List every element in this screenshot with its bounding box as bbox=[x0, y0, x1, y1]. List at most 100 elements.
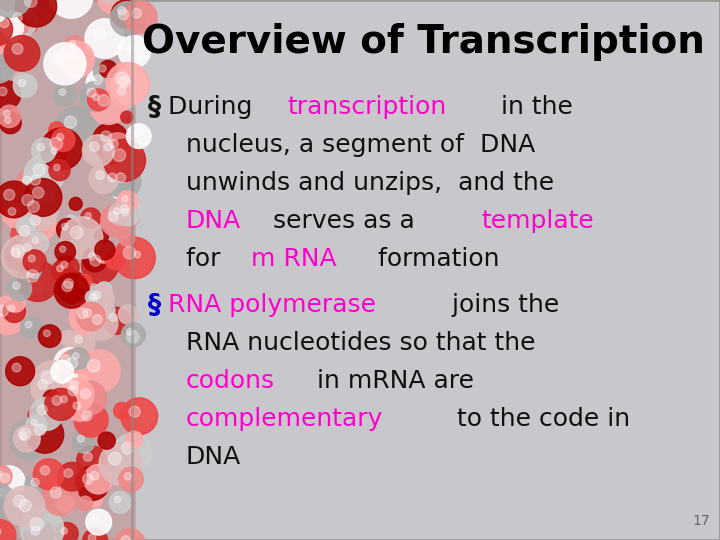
Circle shape bbox=[56, 272, 89, 303]
Circle shape bbox=[105, 249, 125, 269]
Circle shape bbox=[20, 316, 42, 338]
Circle shape bbox=[86, 285, 114, 313]
Circle shape bbox=[125, 43, 135, 52]
Circle shape bbox=[0, 11, 24, 42]
Circle shape bbox=[113, 434, 152, 472]
Circle shape bbox=[31, 361, 75, 404]
Circle shape bbox=[28, 407, 44, 423]
Circle shape bbox=[55, 390, 78, 414]
Circle shape bbox=[17, 217, 35, 236]
Text: DNA: DNA bbox=[186, 444, 241, 469]
Circle shape bbox=[37, 144, 45, 151]
Circle shape bbox=[85, 307, 118, 340]
Circle shape bbox=[116, 173, 125, 183]
Circle shape bbox=[103, 307, 130, 334]
Circle shape bbox=[55, 256, 79, 280]
Circle shape bbox=[69, 40, 76, 47]
Circle shape bbox=[26, 415, 47, 435]
Text: RNA nucleotides so that the: RNA nucleotides so that the bbox=[186, 330, 536, 355]
Circle shape bbox=[6, 293, 25, 312]
Circle shape bbox=[123, 247, 135, 259]
Circle shape bbox=[0, 526, 1, 536]
Circle shape bbox=[43, 330, 50, 336]
Circle shape bbox=[73, 381, 107, 415]
Circle shape bbox=[114, 237, 156, 279]
Circle shape bbox=[61, 217, 103, 259]
Circle shape bbox=[93, 94, 99, 100]
Circle shape bbox=[6, 6, 37, 37]
Circle shape bbox=[57, 265, 63, 272]
Circle shape bbox=[121, 536, 130, 540]
Circle shape bbox=[11, 217, 47, 253]
Circle shape bbox=[101, 0, 117, 4]
Circle shape bbox=[68, 386, 78, 396]
Circle shape bbox=[117, 191, 138, 212]
Circle shape bbox=[129, 406, 140, 417]
Circle shape bbox=[19, 225, 30, 236]
Circle shape bbox=[89, 534, 96, 540]
Circle shape bbox=[0, 0, 32, 17]
Circle shape bbox=[43, 390, 60, 407]
Circle shape bbox=[81, 247, 119, 284]
Circle shape bbox=[55, 107, 96, 147]
Circle shape bbox=[14, 426, 40, 452]
Text: to the code in: to the code in bbox=[441, 407, 630, 430]
Circle shape bbox=[83, 529, 108, 540]
Circle shape bbox=[102, 166, 131, 196]
Circle shape bbox=[61, 355, 71, 364]
Circle shape bbox=[30, 397, 63, 430]
Circle shape bbox=[84, 464, 113, 494]
Circle shape bbox=[38, 186, 55, 203]
Circle shape bbox=[65, 116, 76, 128]
Circle shape bbox=[60, 261, 68, 268]
Circle shape bbox=[84, 453, 92, 461]
Circle shape bbox=[87, 491, 102, 507]
Circle shape bbox=[113, 149, 125, 161]
Bar bbox=[0, 0, 136, 540]
Circle shape bbox=[7, 276, 32, 301]
Circle shape bbox=[14, 495, 25, 507]
Circle shape bbox=[85, 213, 91, 219]
Circle shape bbox=[0, 87, 7, 96]
Circle shape bbox=[0, 181, 32, 218]
Circle shape bbox=[109, 491, 131, 513]
Circle shape bbox=[17, 238, 43, 264]
Text: RNA polymerase: RNA polymerase bbox=[168, 293, 376, 316]
Circle shape bbox=[13, 13, 22, 22]
Circle shape bbox=[23, 250, 46, 273]
Circle shape bbox=[42, 479, 78, 515]
Circle shape bbox=[45, 388, 77, 420]
Circle shape bbox=[50, 0, 93, 18]
Circle shape bbox=[31, 420, 37, 426]
Circle shape bbox=[134, 251, 140, 258]
Circle shape bbox=[0, 13, 12, 46]
Circle shape bbox=[50, 487, 61, 498]
Circle shape bbox=[64, 279, 73, 288]
Circle shape bbox=[104, 139, 145, 181]
Circle shape bbox=[0, 46, 16, 83]
Circle shape bbox=[83, 247, 107, 272]
Circle shape bbox=[99, 65, 106, 72]
Circle shape bbox=[30, 175, 40, 185]
Circle shape bbox=[101, 204, 134, 237]
Circle shape bbox=[109, 166, 141, 198]
Circle shape bbox=[78, 274, 91, 288]
Circle shape bbox=[125, 1, 157, 33]
Circle shape bbox=[90, 241, 104, 255]
Circle shape bbox=[122, 195, 128, 202]
Circle shape bbox=[127, 330, 139, 343]
Circle shape bbox=[3, 300, 25, 322]
Text: complementary: complementary bbox=[186, 407, 383, 430]
Circle shape bbox=[19, 431, 27, 440]
Circle shape bbox=[27, 264, 41, 278]
Circle shape bbox=[57, 133, 64, 140]
Circle shape bbox=[33, 164, 45, 176]
Circle shape bbox=[24, 519, 54, 540]
Circle shape bbox=[51, 360, 73, 383]
Bar bbox=[131, 0, 134, 540]
Circle shape bbox=[16, 170, 45, 198]
Circle shape bbox=[19, 79, 26, 86]
Circle shape bbox=[59, 89, 66, 96]
Circle shape bbox=[4, 36, 40, 71]
Text: 17: 17 bbox=[693, 514, 710, 528]
